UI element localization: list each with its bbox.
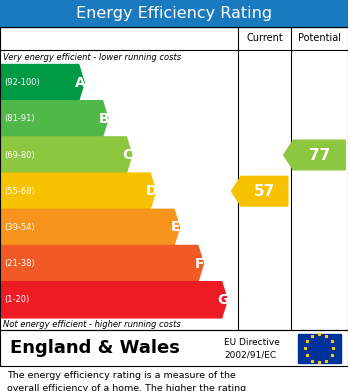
Text: (39-54): (39-54) [4, 223, 35, 232]
Text: (1-20): (1-20) [4, 295, 30, 304]
Text: EU Directive
2002/91/EC: EU Directive 2002/91/EC [224, 338, 280, 359]
Polygon shape [0, 209, 180, 246]
Text: The energy efficiency rating is a measure of the
overall efficiency of a home. T: The energy efficiency rating is a measur… [7, 371, 246, 391]
Text: Current: Current [246, 33, 283, 43]
Text: C: C [122, 148, 133, 162]
Text: Very energy efficient - lower running costs: Very energy efficient - lower running co… [3, 52, 182, 62]
Text: F: F [195, 256, 204, 271]
Bar [0, 27, 348, 330]
Bar [0, 330, 348, 366]
Text: (81-91): (81-91) [4, 114, 35, 123]
Text: 57: 57 [254, 184, 275, 199]
Text: E: E [171, 221, 180, 234]
Text: 77: 77 [309, 147, 330, 163]
Polygon shape [0, 173, 156, 209]
Text: B: B [98, 112, 109, 126]
Text: Not energy efficient - higher running costs: Not energy efficient - higher running co… [3, 319, 181, 329]
Bar [0, 330, 348, 366]
Polygon shape [0, 137, 132, 173]
Text: A: A [75, 75, 85, 90]
Text: Energy Efficiency Rating: Energy Efficiency Rating [76, 6, 272, 21]
Bar [0, 27, 348, 330]
Polygon shape [0, 65, 84, 101]
Text: Potential: Potential [298, 33, 341, 43]
Text: (21-38): (21-38) [4, 259, 35, 268]
Text: (92-100): (92-100) [4, 78, 40, 87]
Polygon shape [284, 140, 345, 170]
Text: D: D [146, 184, 157, 198]
Polygon shape [231, 176, 288, 206]
Text: (69-80): (69-80) [4, 151, 35, 160]
Text: G: G [218, 293, 229, 307]
Polygon shape [0, 246, 204, 282]
Bar [298, 334, 341, 363]
Text: England & Wales: England & Wales [10, 339, 180, 357]
Polygon shape [0, 101, 108, 137]
Polygon shape [0, 282, 227, 318]
Bar [0, 0, 348, 27]
Text: (55-68): (55-68) [4, 187, 35, 196]
